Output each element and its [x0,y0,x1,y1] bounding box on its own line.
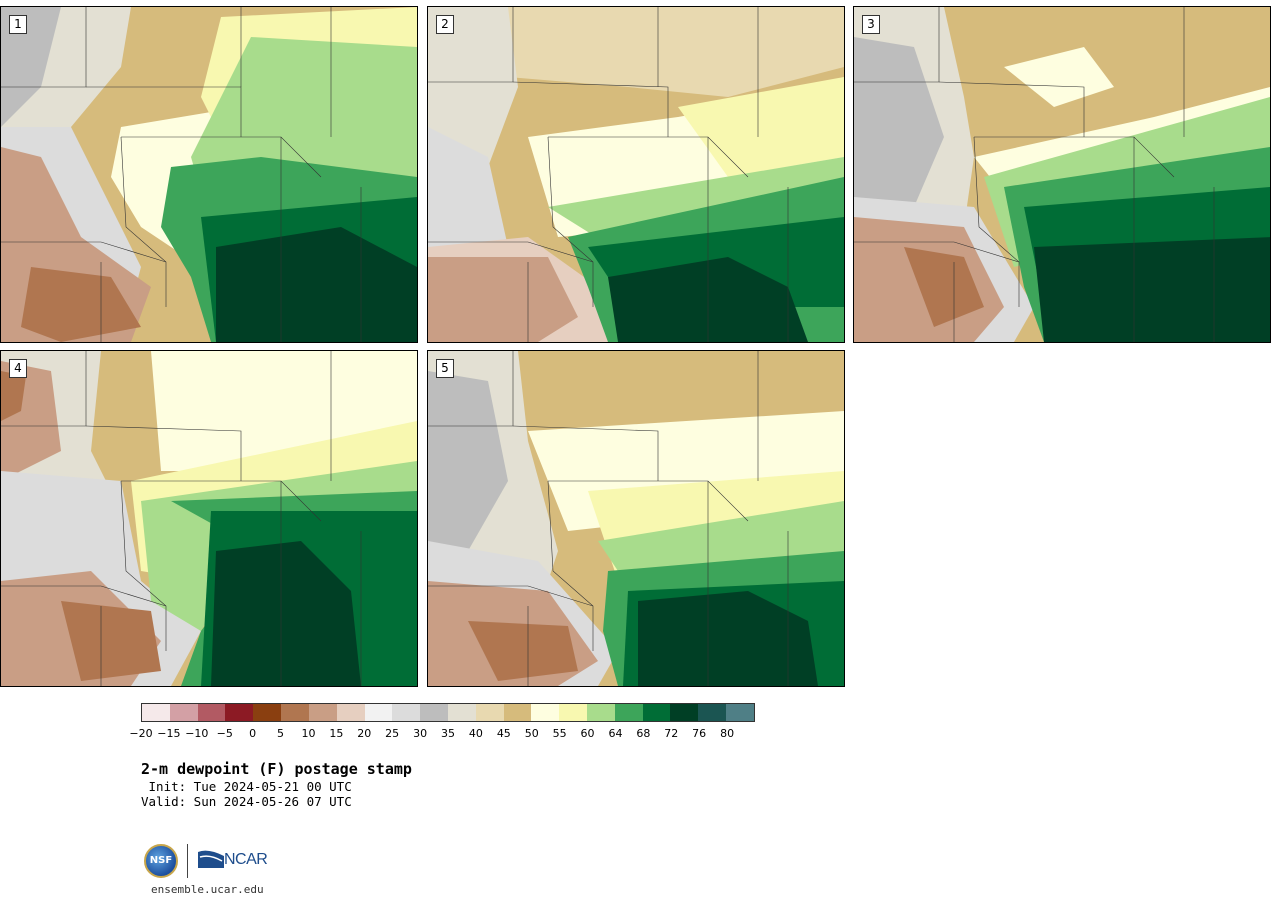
colorbar-swatch-7 [336,704,365,721]
colorbar-tick: 68 [636,727,651,740]
valid-time: Valid: Sun 2024-05-26 07 UTC [141,794,352,809]
colorbar-swatch-6 [308,704,337,721]
colorbar-tick: 0 [249,727,257,740]
ensemble-member-map-5: 5 [427,350,845,687]
colorbar-swatch-11 [447,704,476,721]
ensemble-member-map-1: 1 [0,6,418,343]
sponsor-logos: NSF NCAR [144,842,284,882]
panel-number-4: 4 [9,359,27,378]
colorbar-swatch-19 [670,704,699,721]
ensemble-member-map-4: 4 [0,350,418,687]
ensemble-member-map-3: 3 [853,6,1271,343]
colorbar-tick: −10 [185,727,209,740]
colorbar-swatch-13 [503,704,532,721]
colorbar-swatch-18 [642,704,671,721]
dewpoint-colorbar [141,703,755,722]
colorbar-tick: −15 [157,727,181,740]
colorbar-tick: 35 [441,727,455,740]
colorbar-tick: 5 [277,727,285,740]
dewpoint-map-1 [1,7,417,342]
colorbar-tick-labels: −20 −15 −10 −5 0 5 10 15 20 25 30 35 40 45 50 55 60 64 68 7… [0,727,800,743]
panel-number-5: 5 [436,359,454,378]
colorbar-swatch-12 [475,704,504,721]
colorbar-tick: 76 [692,727,707,740]
colorbar-tick: 15 [329,727,344,740]
colorbar-tick: −20 [129,727,153,740]
colorbar-swatch-1 [169,704,198,721]
dewpoint-map-2 [428,7,844,342]
dewpoint-map-5 [428,351,844,686]
ncar-logo-text: NCAR [224,851,268,868]
colorbar-tick: 20 [357,727,372,740]
init-time: Init: Tue 2024-05-21 00 UTC [141,779,352,794]
colorbar-swatch-5 [281,704,309,721]
colorbar-tick: 10 [301,727,316,740]
colorbar-tick: 40 [468,727,483,740]
panel-number-1: 1 [9,15,27,34]
colorbar-swatch-2 [197,704,226,721]
colorbar-tick: −5 [216,727,233,740]
figure-title: 2-m dewpoint (F) postage stamp [141,760,412,778]
dewpoint-map-3 [854,7,1270,342]
dewpoint-map-4 [1,351,417,686]
colorbar-swatch-15 [559,704,587,721]
logo-divider [187,844,188,878]
colorbar-tick: 50 [524,727,539,740]
site-url: ensemble.ucar.edu [151,883,264,896]
colorbar-tick: 72 [664,727,679,740]
colorbar-tick: 60 [580,727,595,740]
colorbar-swatch-20 [698,704,727,721]
colorbar-swatch-17 [614,704,643,721]
colorbar-tick: 25 [385,727,400,740]
colorbar-swatch-14 [531,704,560,721]
panel-number-2: 2 [436,15,454,34]
colorbar-swatch-9 [392,704,421,721]
colorbar-swatch-4 [253,704,282,721]
colorbar-tick: 64 [608,727,623,740]
nsf-logo: NSF [144,844,178,878]
colorbar-tick: 55 [552,727,567,740]
colorbar-swatch-8 [364,704,393,721]
colorbar-swatch-10 [420,704,448,721]
colorbar-swatch-21 [726,704,754,721]
colorbar-swatch-0 [142,704,170,721]
colorbar-tick: 30 [413,727,428,740]
colorbar-tick: 80 [720,727,735,740]
colorbar-swatch-16 [587,704,615,721]
colorbar-swatch-3 [225,704,254,721]
ensemble-member-map-2: 2 [427,6,845,343]
panel-number-3: 3 [862,15,880,34]
ncar-logo-mark-icon [198,850,224,868]
colorbar-tick: 45 [496,727,511,740]
